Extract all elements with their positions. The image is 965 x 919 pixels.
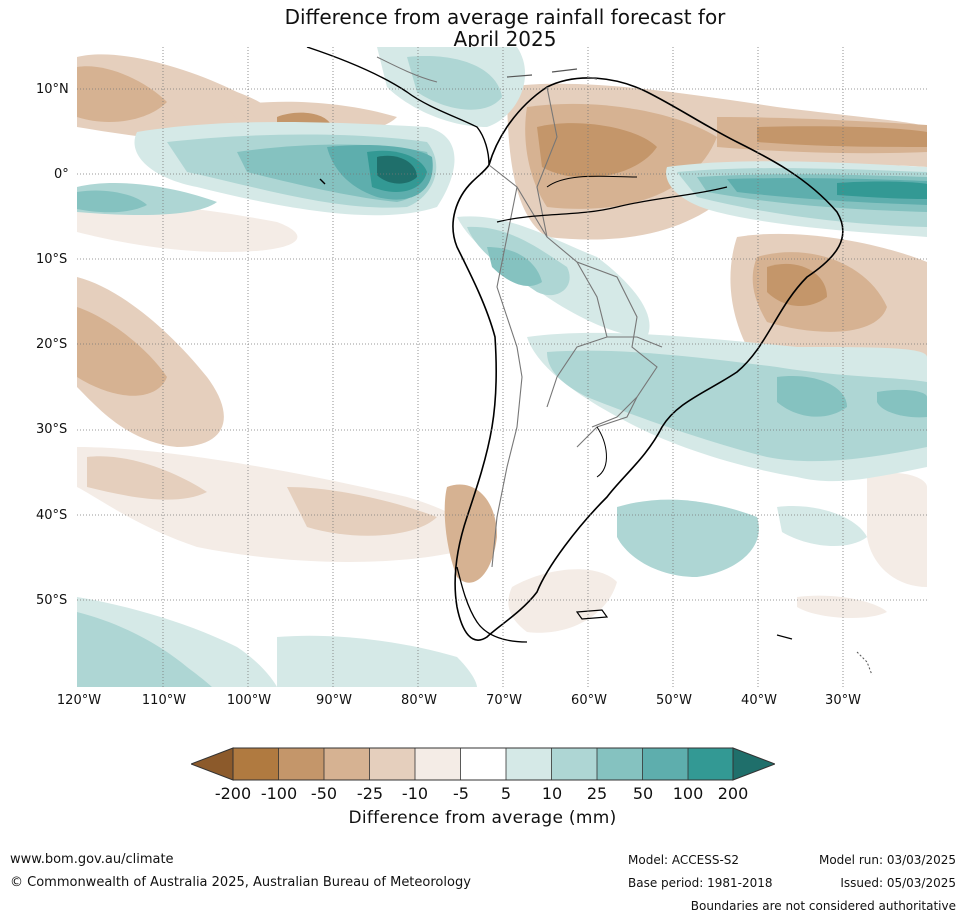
colorbar-bin: [506, 748, 552, 780]
boundaries-disclaimer: Boundaries are not considered authoritat…: [690, 899, 956, 913]
lat-label-0: 0°: [54, 167, 69, 182]
lon-label-50w: 50°W: [656, 693, 692, 708]
graticule: [77, 47, 927, 687]
model-name: Model: ACCESS-S2: [628, 853, 740, 867]
lon-label-70w: 70°W: [486, 693, 522, 708]
colorbar: [191, 747, 775, 781]
land-outlines: [306, 47, 873, 676]
lon-label-110w: 110°W: [141, 693, 187, 708]
lon-label-60w: 60°W: [571, 693, 607, 708]
colorbar-bin: [278, 748, 324, 780]
rainfall-anomaly-map: [77, 47, 927, 687]
colorbar-bin: [369, 748, 415, 780]
colorbar-tick-label: 100: [672, 784, 704, 803]
model-run-date: Model run: 03/03/2025: [818, 853, 956, 867]
colorbar-bin: [324, 748, 370, 780]
lon-label-80w: 80°W: [401, 693, 437, 708]
colorbar-tick-label: -200: [214, 784, 252, 803]
source-url[interactable]: www.bom.gov.au/climate: [10, 852, 174, 867]
colorbar-tick-label: 50: [632, 784, 654, 803]
colorbar-bin: [642, 748, 688, 780]
lat-label-30s: 30°S: [36, 422, 68, 437]
base-period: Base period: 1981-2018: [628, 876, 773, 890]
colorbar-tick-label: -100: [260, 784, 298, 803]
colorbar-tick-label: -10: [401, 784, 429, 803]
map-title-line1: Difference from average rainfall forecas…: [284, 5, 726, 29]
lat-label-10s: 10°S: [36, 252, 68, 267]
lon-label-30w: 30°W: [825, 693, 861, 708]
colorbar-extend-high: [732, 747, 775, 781]
lat-label-20s: 20°S: [36, 337, 68, 352]
colorbar-tick-label: 10: [541, 784, 563, 803]
colorbar-bin: [551, 748, 597, 780]
colorbar-tick-label: 200: [717, 784, 749, 803]
lat-label-40s: 40°S: [36, 508, 68, 523]
colorbar-bin: [233, 748, 279, 780]
map-title-line2: April 2025: [453, 27, 557, 51]
lat-label-50s: 50°S: [36, 593, 68, 608]
lon-label-120w: 120°W: [56, 693, 102, 708]
colorbar-tick-label: 25: [586, 784, 608, 803]
colorbar-tick-label: -50: [310, 784, 338, 803]
colorbar-tick-label: -25: [356, 784, 384, 803]
colorbar-bin: [415, 748, 461, 780]
colorbar-tick-label: 5: [500, 784, 512, 803]
colorbar-extend-low: [191, 747, 234, 781]
lon-label-40w: 40°W: [741, 693, 777, 708]
colorbar-bin: [460, 748, 506, 780]
colorbar-bin: [597, 748, 643, 780]
copyright-notice: © Commonwealth of Australia 2025, Austra…: [10, 875, 471, 890]
lat-label-10n: 10°N: [36, 82, 69, 97]
issued-date: Issued: 05/03/2025: [840, 876, 956, 890]
colorbar-bin: [688, 748, 733, 780]
colorbar-title: Difference from average (mm): [348, 808, 617, 828]
lon-label-100w: 100°W: [226, 693, 272, 708]
lon-label-90w: 90°W: [316, 693, 352, 708]
colorbar-tick-label: -5: [453, 784, 469, 803]
